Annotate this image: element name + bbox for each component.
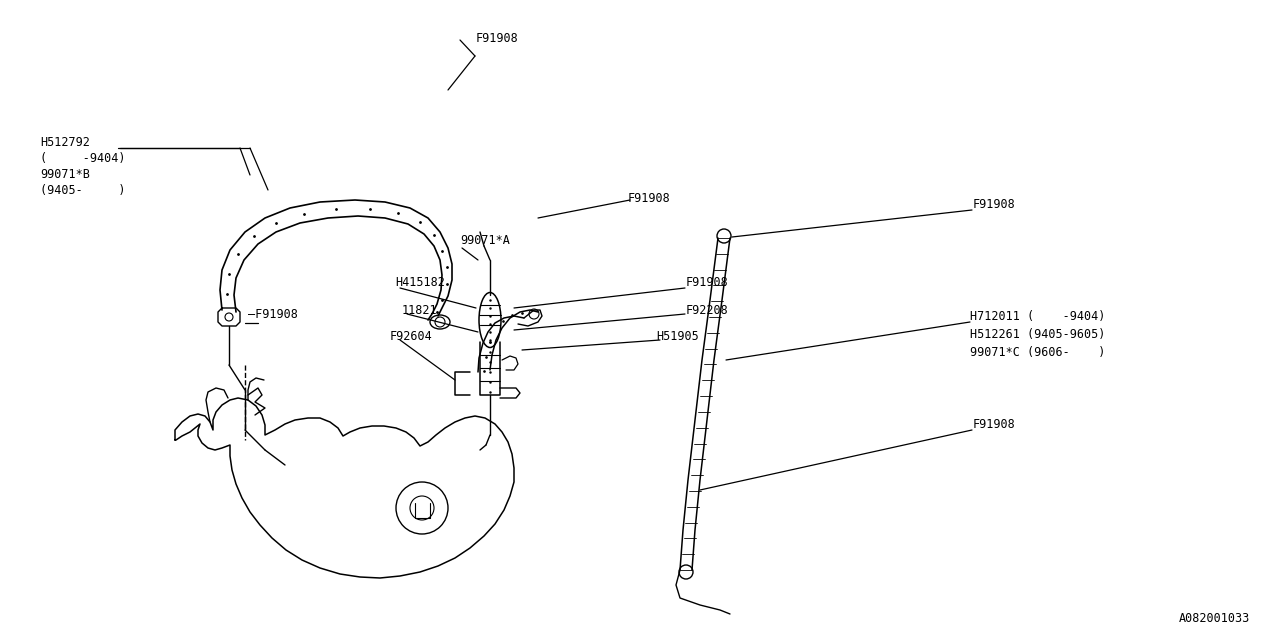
- Text: (9405-     ): (9405- ): [40, 184, 125, 196]
- Text: (     -9404): ( -9404): [40, 152, 125, 164]
- Text: F91908: F91908: [476, 31, 518, 45]
- Text: H512792: H512792: [40, 136, 90, 148]
- Text: H51905: H51905: [657, 330, 699, 342]
- Text: F91908: F91908: [973, 417, 1016, 431]
- Text: H712011 (    -9404): H712011 ( -9404): [970, 310, 1106, 323]
- Text: H415182: H415182: [396, 275, 445, 289]
- Text: 99071*B: 99071*B: [40, 168, 90, 180]
- Text: F91908: F91908: [686, 275, 728, 289]
- Text: 99071*C (9606-    ): 99071*C (9606- ): [970, 346, 1106, 358]
- Text: F91908: F91908: [973, 198, 1016, 211]
- Text: 99071*A: 99071*A: [460, 234, 509, 246]
- Text: —F91908: —F91908: [248, 307, 298, 321]
- Text: H512261 (9405-9605): H512261 (9405-9605): [970, 328, 1106, 340]
- Text: A082001033: A082001033: [1179, 611, 1251, 625]
- Text: F92604: F92604: [390, 330, 433, 342]
- Text: 11821: 11821: [402, 303, 438, 317]
- Text: F91908: F91908: [628, 191, 671, 205]
- Text: F92208: F92208: [686, 303, 728, 317]
